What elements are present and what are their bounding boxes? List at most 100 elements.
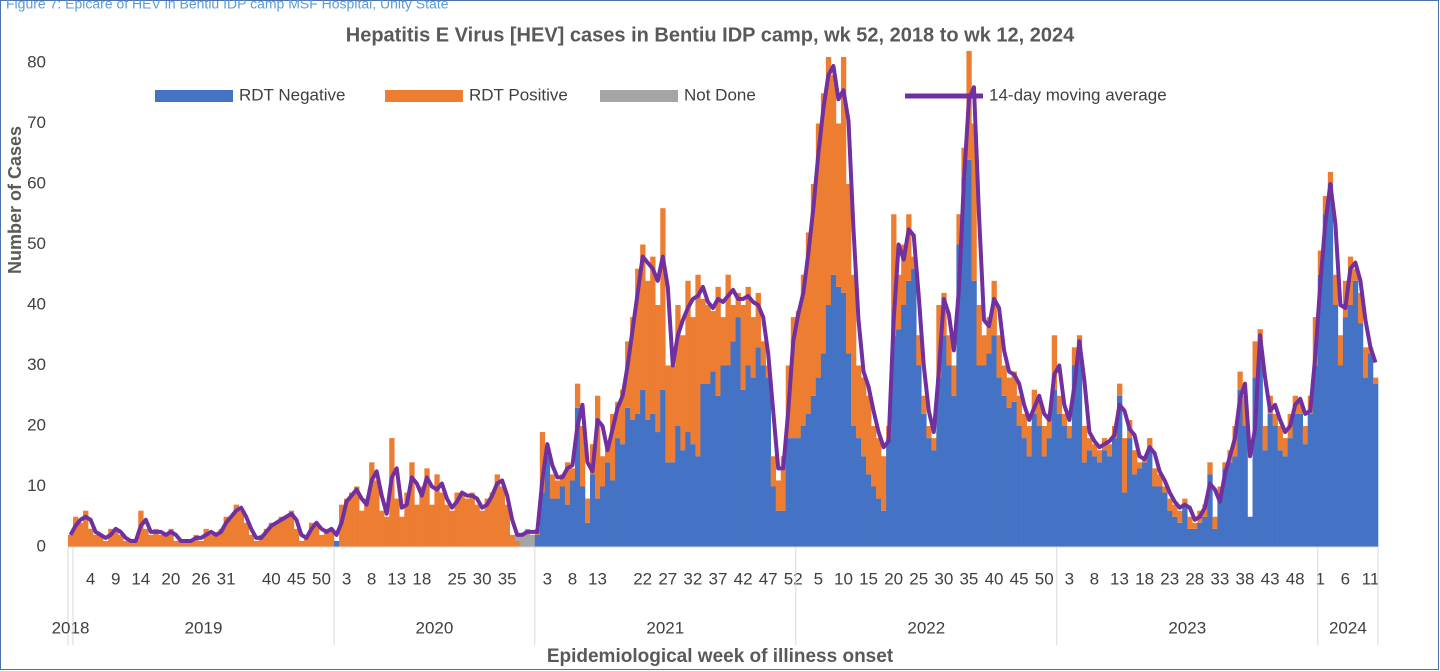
bar [845, 184, 852, 354]
x-tick-label: 10 [834, 569, 853, 588]
bar [1086, 438, 1093, 451]
bar [881, 510, 887, 547]
x-tick-label: 47 [759, 569, 778, 588]
bar [419, 486, 425, 547]
bar [233, 504, 239, 547]
x-tick-label: 52 [784, 569, 803, 588]
bar [765, 377, 771, 547]
bar [1257, 347, 1263, 547]
y-tick-label: 40 [27, 294, 46, 313]
bar [735, 317, 741, 547]
bar [1297, 401, 1304, 414]
bar [1217, 498, 1223, 547]
x-tick-label: 8 [1090, 569, 1099, 588]
bar [273, 522, 280, 547]
bar [374, 480, 380, 547]
bar [389, 438, 395, 547]
bar [1157, 486, 1163, 547]
bar [1297, 413, 1304, 547]
x-tick-label: 5 [814, 569, 823, 588]
bar [675, 305, 681, 426]
bar [1192, 522, 1198, 529]
bar [544, 456, 551, 547]
bar [1252, 377, 1258, 547]
x-tick-label: 3 [342, 569, 351, 588]
bar [665, 365, 671, 463]
x-tick-label: 1 [1316, 569, 1325, 588]
x-tick-label: 27 [658, 569, 677, 588]
x-tick-label: 30 [473, 569, 492, 588]
bar [1066, 438, 1073, 547]
bar [966, 159, 972, 548]
bar [1272, 426, 1278, 547]
y-tick-label: 30 [27, 355, 46, 374]
x-tick-label: 26 [192, 569, 211, 588]
bar [1327, 171, 1334, 184]
bar [956, 244, 962, 547]
x-tick-label: 8 [568, 569, 577, 588]
bar [981, 365, 987, 547]
bar [1172, 504, 1178, 517]
bar [610, 413, 616, 481]
bar [474, 504, 480, 547]
bar [1122, 438, 1128, 493]
bar [715, 395, 721, 547]
bar [1096, 462, 1103, 547]
bar [770, 486, 777, 547]
legend-label: RDT Positive [469, 85, 568, 104]
bar [1182, 504, 1188, 547]
x-tick-label: 40 [985, 569, 1004, 588]
bar [404, 492, 410, 547]
bar [559, 486, 566, 547]
bar [519, 534, 526, 547]
bar [1036, 426, 1043, 547]
bar [213, 534, 219, 547]
bar [1046, 413, 1053, 439]
bar [1362, 377, 1369, 547]
bar [790, 317, 797, 439]
bar [369, 462, 375, 547]
bar [1177, 510, 1183, 523]
bar [83, 510, 89, 547]
bar [464, 498, 470, 547]
bar [635, 268, 641, 414]
bar [1247, 516, 1253, 547]
bar [424, 468, 430, 547]
bar [1071, 365, 1078, 547]
bar [1222, 468, 1228, 547]
bar [755, 347, 761, 547]
bar [499, 486, 505, 547]
bar [1177, 522, 1183, 547]
bar [926, 426, 932, 439]
bar [1312, 365, 1319, 547]
chart-title: Hepatitis E Virus [HEV] cases in Bentiu … [346, 24, 1075, 46]
x-tick-label: 43 [1261, 569, 1280, 588]
bar [1117, 383, 1123, 396]
bar [359, 510, 365, 547]
bar [820, 93, 827, 354]
bar [1307, 413, 1314, 547]
bar [188, 540, 194, 547]
bar [850, 274, 857, 426]
bar [941, 335, 947, 547]
bar [1096, 450, 1103, 463]
bar [881, 456, 887, 511]
x-tick-label: 45 [287, 569, 306, 588]
x-tick-label: 42 [734, 569, 753, 588]
bar [554, 498, 561, 547]
bar [589, 474, 596, 547]
bar [730, 305, 736, 342]
bar [921, 395, 927, 414]
bar [1317, 274, 1324, 547]
bar [584, 498, 591, 523]
bar [103, 540, 109, 547]
bar [1302, 444, 1309, 547]
x-tick-label: 48 [1286, 569, 1305, 588]
bar [951, 365, 957, 396]
bar [605, 444, 611, 463]
bar [574, 407, 581, 547]
y-tick-label: 60 [27, 173, 46, 192]
bar [760, 365, 766, 547]
x-tick-label: 45 [1010, 569, 1029, 588]
